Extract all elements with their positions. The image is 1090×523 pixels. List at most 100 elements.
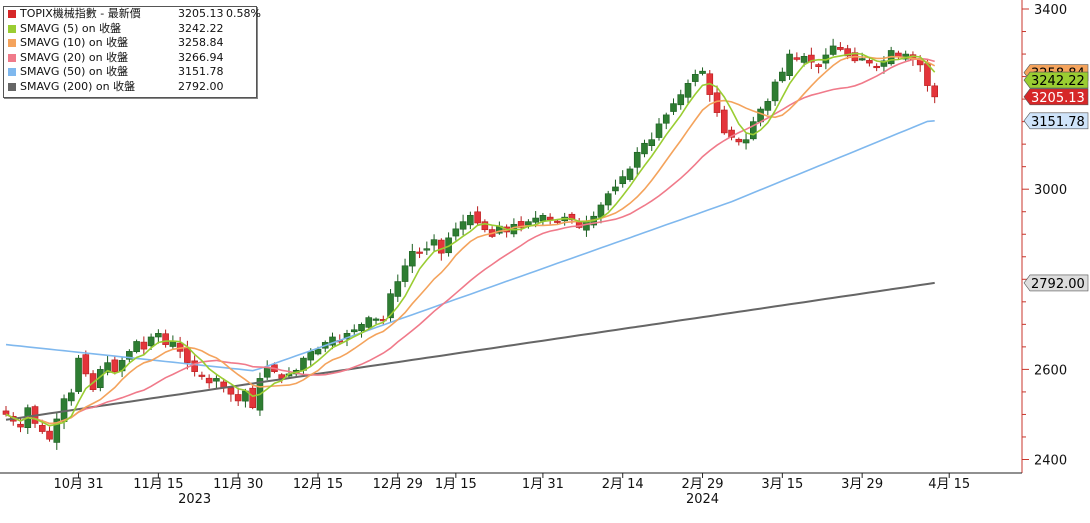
candle: [430, 234, 438, 252]
candle: [844, 44, 851, 60]
candle-body: [532, 217, 539, 223]
candle: [604, 190, 612, 211]
candle: [205, 374, 213, 389]
sma5-line: [5, 52, 936, 427]
candle: [931, 82, 939, 104]
sma10-line: [5, 55, 936, 425]
candle: [191, 355, 198, 377]
candle-body: [155, 333, 162, 338]
candle: [401, 258, 409, 288]
candle-body: [162, 333, 169, 345]
legend-value: 2792.00: [178, 79, 224, 93]
candle: [365, 315, 373, 330]
chart-legend: TOPIX機械指數 - 最新價 3205.13 0.58% SMAVG (5) …: [3, 6, 261, 98]
legend-change: 0.58%: [226, 7, 261, 20]
candle-body: [430, 239, 438, 246]
candle: [423, 241, 431, 255]
candle-body: [184, 347, 191, 363]
candle: [633, 147, 641, 175]
candle: [481, 219, 489, 233]
legend-value: 3151.78: [178, 65, 224, 79]
candle-body: [133, 341, 140, 353]
candle: [133, 339, 140, 354]
candle-body: [662, 114, 670, 124]
candle-body: [474, 211, 481, 224]
price-tag-label: 2792.00: [1031, 277, 1085, 292]
legend-label: SMAVG (10) on 收盤: [20, 36, 129, 50]
candle: [641, 139, 648, 158]
candle-body: [568, 213, 576, 221]
legend-value: 3258.84: [178, 36, 224, 50]
candle-body: [365, 317, 373, 328]
candle-body: [837, 47, 844, 50]
candle: [445, 232, 452, 257]
candle: [583, 215, 590, 237]
legend-swatch: [8, 24, 16, 33]
candle-body: [633, 151, 641, 168]
candle-body: [358, 324, 365, 332]
candle: [873, 63, 880, 72]
price-tag-box: [1023, 274, 1089, 292]
candle-body: [728, 129, 735, 138]
candle: [539, 212, 547, 226]
x-tick-label: 2月 14: [602, 477, 644, 492]
legend-entry-sma20: SMAVG (20) on 收盤 3266.94: [4, 51, 256, 66]
legend-entry-sma200: SMAVG (200) on 收盤 2792.00: [4, 80, 256, 95]
candle-body: [401, 265, 409, 282]
x-year-label: 2024: [686, 492, 719, 507]
candle: [198, 371, 206, 380]
candle: [742, 132, 750, 150]
candle: [140, 336, 148, 355]
price-tag: 3242.22: [1023, 71, 1089, 89]
candle-body: [350, 329, 358, 333]
price-tag-box: [1023, 112, 1089, 130]
candle: [249, 385, 256, 410]
candle: [728, 126, 735, 141]
x-tick-label: 12月 29: [373, 477, 423, 492]
legend-entry-price: TOPIX機械指數 - 最新價 3205.13 0.58%: [4, 7, 261, 22]
candle-body: [626, 168, 634, 180]
legend-value: 3242.22: [178, 21, 224, 35]
legend-value: 3266.94: [178, 50, 224, 64]
candle: [750, 116, 757, 141]
candle-body: [866, 60, 873, 64]
x-tick-label: 2月 29: [682, 477, 724, 492]
candle: [234, 387, 242, 406]
x-tick-label: 4月 15: [928, 477, 970, 492]
candle: [619, 170, 627, 188]
candle: [111, 355, 119, 375]
candle: [350, 324, 358, 335]
candle-body: [554, 220, 561, 223]
y-tick-label: 2400: [1034, 453, 1067, 468]
candle: [851, 47, 859, 64]
legend-entry-sma5: SMAVG (5) on 收盤 3242.22: [4, 22, 256, 37]
candle-body: [612, 186, 619, 192]
candle-body: [684, 83, 692, 98]
candle-body: [38, 425, 46, 432]
candle-body: [2, 410, 10, 415]
candle: [554, 219, 561, 225]
candle: [612, 179, 619, 195]
y-tick-label: 2600: [1034, 363, 1067, 378]
candle-body: [394, 281, 402, 297]
candle: [902, 50, 909, 62]
candle-body: [786, 53, 793, 76]
candle: [53, 411, 61, 450]
legend-label: SMAVG (50) on 收盤: [20, 65, 129, 79]
candle: [416, 247, 423, 259]
candle-body: [307, 351, 315, 361]
candle-body: [104, 362, 111, 373]
candle: [409, 243, 416, 274]
legend-swatch: [8, 82, 16, 91]
legend-label: SMAVG (20) on 收盤: [20, 50, 129, 64]
candle-body: [829, 45, 837, 55]
candle: [691, 69, 699, 87]
price-tag-box: [1023, 71, 1089, 89]
candle: [655, 118, 663, 141]
candle: [764, 98, 772, 116]
candle-body: [372, 318, 380, 321]
candle: [677, 89, 685, 110]
candle-body: [720, 109, 728, 134]
